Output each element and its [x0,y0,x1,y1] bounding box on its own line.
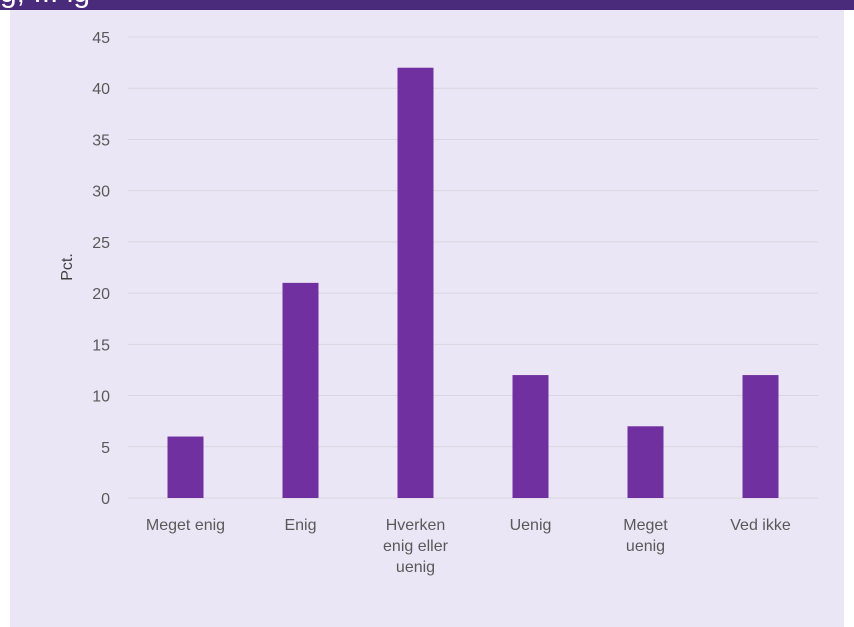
y-tick-label: 30 [92,184,110,201]
x-tick-label: Hverken enig eller uenig [383,517,449,576]
y-tick-label: 25 [92,235,110,252]
header-title-fragment: g, ... ig [0,0,90,10]
y-tick-label: 20 [92,286,110,303]
bar [742,375,779,498]
y-tick-label: 5 [101,440,110,457]
y-tick-label: 10 [92,389,110,406]
y-tick-label: 35 [92,132,110,149]
bar [167,436,204,498]
y-axis-title: Pct. [59,253,76,281]
x-tick-label: Meget uenig [623,517,668,555]
header-bar: g, ... ig [0,0,854,10]
bar [512,375,549,498]
x-tick-label: Enig [284,517,316,534]
y-tick-label: 15 [92,337,110,354]
y-tick-label: 0 [101,491,110,508]
y-tick-label: 45 [92,30,110,47]
bar [397,67,434,498]
x-tick-label: Ved ikke [730,517,791,534]
bar [282,282,319,498]
x-tick-label: Meget enig [146,517,225,534]
bar [627,426,664,498]
x-tick-label: Uenig [510,517,552,534]
y-tick-label: 40 [92,81,110,98]
